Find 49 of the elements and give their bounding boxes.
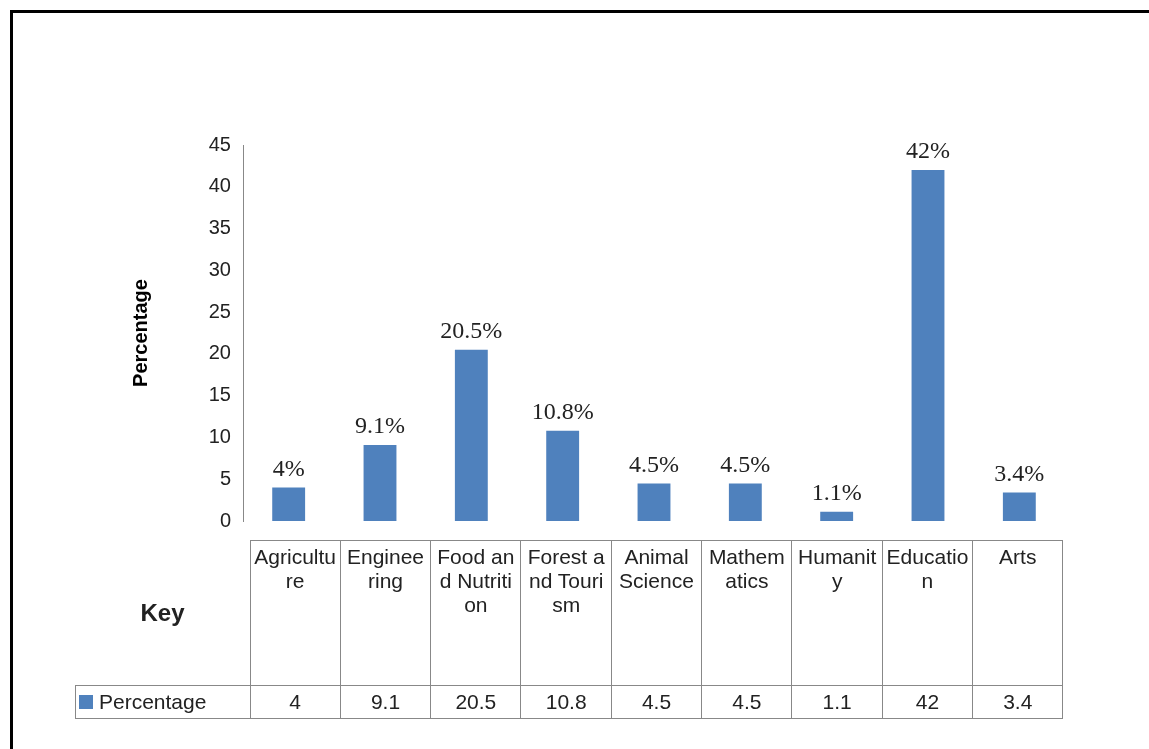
text: 20.5 [430,685,521,719]
x-tick-label: Mathematics [701,540,792,686]
data-label: 4.5% [720,450,771,477]
y-tick-label: 20 [208,341,231,364]
text: 3.4 [972,685,1063,719]
text: Key [139,597,186,628]
y-tick-label: 0 [219,508,231,531]
data-label: 3.4% [994,459,1045,486]
y-tick-label: 10 [208,424,231,447]
x-tick-label: Engineering [340,540,431,686]
data-label: 42% [906,137,950,164]
y-tick-label: 35 [208,216,231,239]
x-tick-label: Education [882,540,973,686]
bar [363,444,397,521]
x-tick-label: Food and Nutrition [430,540,521,686]
bar [911,170,945,521]
text: 4.5 [701,685,792,719]
y-tick-label: 30 [208,257,231,280]
x-tick-label: Animal Science [611,540,702,686]
y-tick-label: 15 [208,383,231,406]
text: 4.5 [611,685,702,719]
text: 9.1 [340,685,431,719]
y-tick-label: 5 [219,466,231,489]
bar [637,483,671,521]
x-tick-label: Forest and Tourism [520,540,612,686]
bar [272,487,306,521]
bar [454,349,488,521]
x-tick-label: Humanity [791,540,883,686]
legend-label: Percentage [75,685,250,719]
data-label: 1.1% [811,479,862,506]
data-label: 4.5% [629,450,679,477]
data-label: 10.8% [531,398,594,425]
data-label: 4% [272,454,305,481]
data-label: 9.1% [355,412,405,439]
x-tick-label: Arts [972,540,1063,686]
text: 4 [250,685,341,719]
y-axis-title: Percentage [128,279,151,387]
bar [820,511,854,521]
bar [546,430,580,521]
y-tick-label: 25 [208,299,231,322]
y-tick-label: 40 [208,174,231,197]
bar [728,483,762,521]
text: 42 [882,685,973,719]
x-tick-label: Agriculture [250,540,341,686]
text: 10.8 [520,685,612,719]
y-tick-label: 45 [208,132,231,155]
text: 1.1 [791,685,883,719]
data-label: 20.5% [440,317,503,344]
bar [1002,492,1036,521]
